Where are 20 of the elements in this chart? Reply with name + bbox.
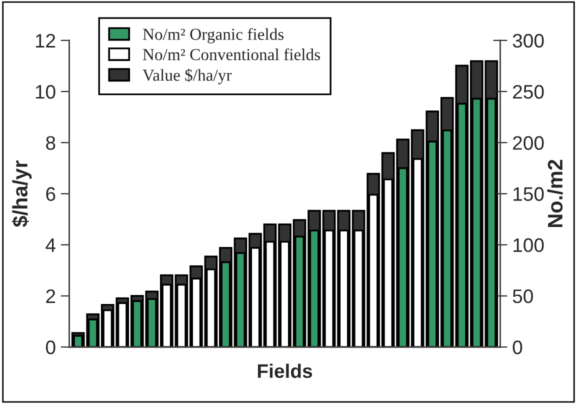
y-tick-label: 2 [46, 289, 56, 303]
y-axis-title: $/ha/yr [12, 160, 32, 228]
legend-label: Value $/ha/yr [142, 68, 232, 84]
y2-axis-title: No./m2 [547, 160, 563, 228]
y-tick-label: 6 [46, 187, 56, 201]
y2-tick-label: 0 [512, 340, 522, 354]
y-tick-label: 4 [46, 238, 56, 252]
y2-tick-label: 50 [512, 289, 533, 304]
y2-tick-label: 150 [514, 187, 544, 201]
legend-label: No/m² Organic fields [142, 28, 284, 44]
y-tick-label: 10 [36, 84, 56, 99]
legend-label: No/m² Conventional fields [142, 48, 320, 60]
y2-tick-label: 250 [513, 84, 544, 99]
y-tick-label: 8 [46, 136, 56, 150]
y-tick-label: 12 [36, 34, 56, 48]
y2-tick-label: 100 [514, 238, 544, 252]
y2-tick-label: 300 [512, 34, 544, 48]
y-tick-label: 0 [46, 340, 56, 354]
y2-tick-label: 200 [513, 136, 544, 150]
x-axis-title: Fields [258, 364, 312, 378]
